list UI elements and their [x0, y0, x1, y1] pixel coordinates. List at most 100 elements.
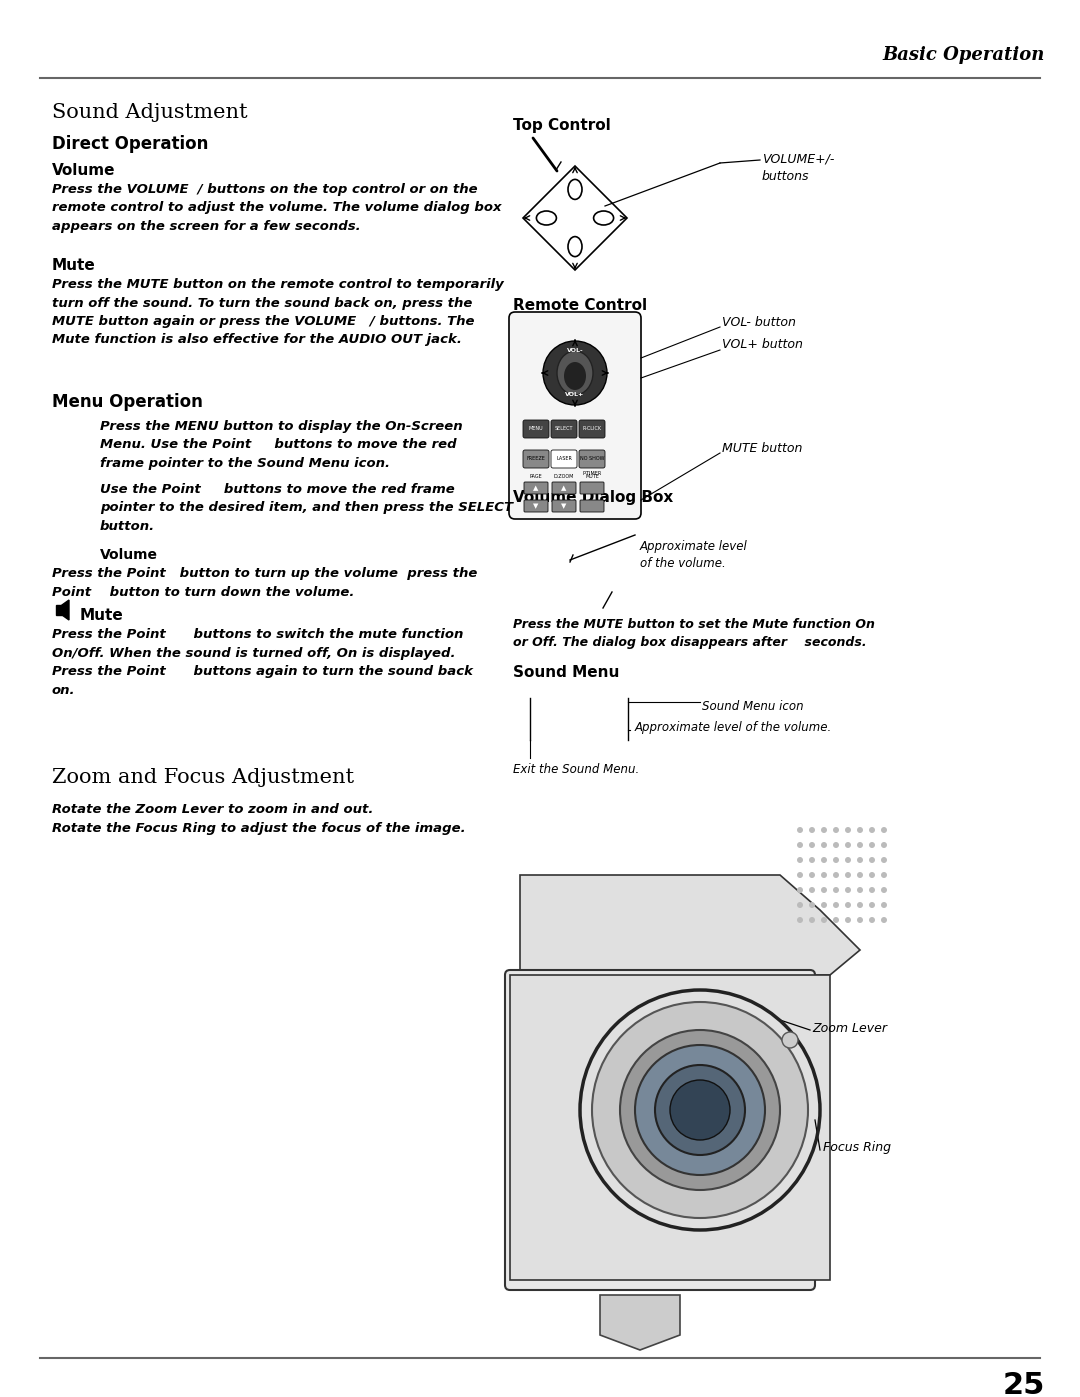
- Circle shape: [809, 916, 815, 923]
- Circle shape: [881, 872, 887, 877]
- Circle shape: [881, 827, 887, 833]
- Text: ▼: ▼: [562, 503, 567, 509]
- Text: ▲: ▲: [562, 485, 567, 490]
- Circle shape: [833, 856, 839, 863]
- Circle shape: [869, 916, 875, 923]
- Text: FREEZE: FREEZE: [527, 457, 545, 461]
- Text: VOLUME+/-
buttons: VOLUME+/- buttons: [762, 154, 835, 183]
- Circle shape: [592, 1002, 808, 1218]
- Circle shape: [821, 902, 827, 908]
- FancyBboxPatch shape: [524, 482, 548, 495]
- FancyBboxPatch shape: [579, 420, 605, 439]
- Circle shape: [809, 856, 815, 863]
- Text: D.ZOOM: D.ZOOM: [554, 474, 575, 479]
- Bar: [56, 605, 62, 615]
- Circle shape: [797, 856, 804, 863]
- Circle shape: [845, 842, 851, 848]
- Circle shape: [670, 1080, 730, 1140]
- Text: Focus Ring: Focus Ring: [823, 1141, 891, 1154]
- Circle shape: [654, 1065, 745, 1155]
- Circle shape: [858, 902, 863, 908]
- Circle shape: [881, 842, 887, 848]
- Circle shape: [797, 842, 804, 848]
- Polygon shape: [510, 975, 831, 1280]
- Text: SELECT: SELECT: [555, 426, 573, 432]
- Ellipse shape: [594, 211, 613, 225]
- Text: Sound Menu: Sound Menu: [513, 665, 619, 680]
- Polygon shape: [600, 1295, 680, 1350]
- Ellipse shape: [564, 362, 586, 390]
- Circle shape: [858, 916, 863, 923]
- Circle shape: [821, 827, 827, 833]
- Text: PAGE: PAGE: [529, 474, 542, 479]
- Circle shape: [543, 341, 607, 405]
- Circle shape: [821, 872, 827, 877]
- Text: Press the MENU button to display the On-Screen
Menu. Use the Point     buttons t: Press the MENU button to display the On-…: [100, 420, 462, 469]
- Circle shape: [869, 842, 875, 848]
- Circle shape: [845, 872, 851, 877]
- Circle shape: [845, 902, 851, 908]
- FancyBboxPatch shape: [552, 482, 576, 495]
- Circle shape: [821, 842, 827, 848]
- FancyBboxPatch shape: [505, 970, 815, 1289]
- Ellipse shape: [568, 179, 582, 200]
- Circle shape: [858, 827, 863, 833]
- Text: VOL- button: VOL- button: [723, 316, 796, 328]
- Circle shape: [881, 916, 887, 923]
- Circle shape: [833, 872, 839, 877]
- Polygon shape: [519, 875, 860, 975]
- FancyBboxPatch shape: [523, 450, 549, 468]
- Text: VOL-: VOL-: [567, 348, 583, 353]
- FancyBboxPatch shape: [580, 500, 604, 511]
- Text: Mute: Mute: [52, 258, 96, 272]
- Text: Sound Adjustment: Sound Adjustment: [52, 103, 247, 122]
- Circle shape: [833, 842, 839, 848]
- Circle shape: [821, 916, 827, 923]
- FancyBboxPatch shape: [580, 482, 604, 495]
- Text: Sound Menu icon: Sound Menu icon: [702, 700, 804, 712]
- Circle shape: [620, 1030, 780, 1190]
- FancyBboxPatch shape: [509, 312, 642, 520]
- Circle shape: [809, 827, 815, 833]
- Circle shape: [821, 856, 827, 863]
- Ellipse shape: [568, 236, 582, 257]
- Circle shape: [809, 902, 815, 908]
- Text: MUTE button: MUTE button: [723, 441, 802, 454]
- Text: Approximate level
of the volume.: Approximate level of the volume.: [640, 541, 747, 570]
- Text: ▼: ▼: [534, 503, 539, 509]
- Text: Remote Control: Remote Control: [513, 298, 647, 313]
- Text: Rotate the Zoom Lever to zoom in and out.
Rotate the Focus Ring to adjust the fo: Rotate the Zoom Lever to zoom in and out…: [52, 803, 465, 835]
- Circle shape: [809, 842, 815, 848]
- Circle shape: [821, 887, 827, 893]
- Circle shape: [833, 887, 839, 893]
- Circle shape: [833, 902, 839, 908]
- Text: Press the MUTE button to set the Mute function On
or Off. The dialog box disappe: Press the MUTE button to set the Mute fu…: [513, 617, 875, 650]
- Circle shape: [869, 827, 875, 833]
- Circle shape: [809, 872, 815, 877]
- Text: Press the VOLUME  / buttons on the top control or on the
remote control to adjus: Press the VOLUME / buttons on the top co…: [52, 183, 501, 233]
- Circle shape: [845, 827, 851, 833]
- FancyBboxPatch shape: [524, 500, 548, 511]
- Text: Menu Operation: Menu Operation: [52, 393, 203, 411]
- Text: VOL+: VOL+: [565, 393, 584, 398]
- FancyBboxPatch shape: [551, 420, 577, 439]
- Circle shape: [858, 856, 863, 863]
- Text: Top Control: Top Control: [513, 117, 611, 133]
- Circle shape: [833, 916, 839, 923]
- Text: Direct Operation: Direct Operation: [52, 136, 208, 154]
- Text: ▲: ▲: [534, 485, 539, 490]
- Text: Exit the Sound Menu.: Exit the Sound Menu.: [513, 763, 639, 775]
- Text: 25: 25: [1002, 1370, 1045, 1397]
- Text: LASER: LASER: [556, 457, 572, 461]
- FancyBboxPatch shape: [552, 500, 576, 511]
- Circle shape: [635, 1045, 765, 1175]
- Text: Volume: Volume: [52, 163, 116, 177]
- Circle shape: [869, 856, 875, 863]
- Text: Press the MUTE button on the remote control to temporarily
turn off the sound. T: Press the MUTE button on the remote cont…: [52, 278, 503, 346]
- Circle shape: [881, 887, 887, 893]
- Text: Volume: Volume: [100, 548, 158, 562]
- Circle shape: [845, 856, 851, 863]
- Circle shape: [858, 872, 863, 877]
- Text: Zoom and Focus Adjustment: Zoom and Focus Adjustment: [52, 768, 354, 787]
- Circle shape: [858, 842, 863, 848]
